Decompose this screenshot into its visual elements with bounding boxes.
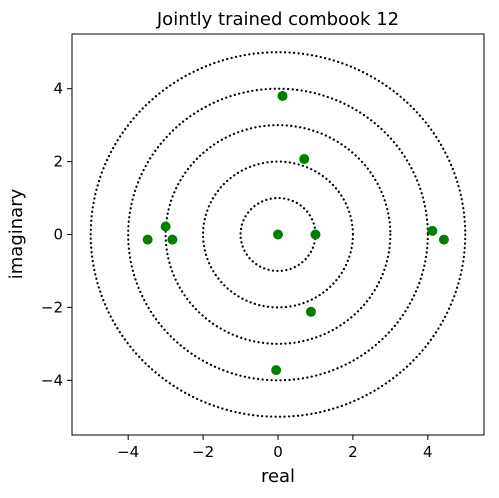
data-point	[167, 234, 178, 245]
y-tick-label: 2	[53, 153, 63, 171]
data-point	[160, 221, 171, 232]
data-point	[438, 234, 449, 245]
data-point	[299, 154, 310, 165]
data-point	[273, 229, 283, 240]
x-tick-label: 0	[273, 443, 283, 461]
x-axis-ticks: −4 −2 0 2 4	[117, 435, 433, 461]
y-axis-label: imaginary	[6, 188, 27, 279]
x-axis-label: real	[261, 466, 295, 487]
y-tick-label: 4	[53, 80, 63, 98]
reference-circle	[164, 124, 392, 345]
reference-circle	[127, 87, 429, 382]
x-tick-label: −4	[117, 443, 139, 461]
chart-title: Jointly trained combook 12	[156, 9, 399, 30]
data-point	[271, 365, 282, 376]
reference-circle	[89, 51, 467, 418]
x-tick-label: 4	[423, 443, 433, 461]
x-tick-label: 2	[348, 443, 358, 461]
reference-circle	[201, 160, 355, 309]
data-points	[142, 90, 449, 376]
data-point	[310, 229, 321, 240]
y-tick-label: 0	[53, 226, 63, 244]
y-tick-label: −4	[41, 371, 63, 389]
data-point	[277, 90, 288, 101]
y-tick-label: −2	[41, 298, 63, 316]
x-tick-label: −2	[192, 443, 214, 461]
y-axis-ticks: −4 −2 0 2 4	[41, 80, 72, 389]
data-point	[305, 306, 316, 317]
data-point	[427, 225, 438, 236]
data-point	[142, 234, 153, 245]
